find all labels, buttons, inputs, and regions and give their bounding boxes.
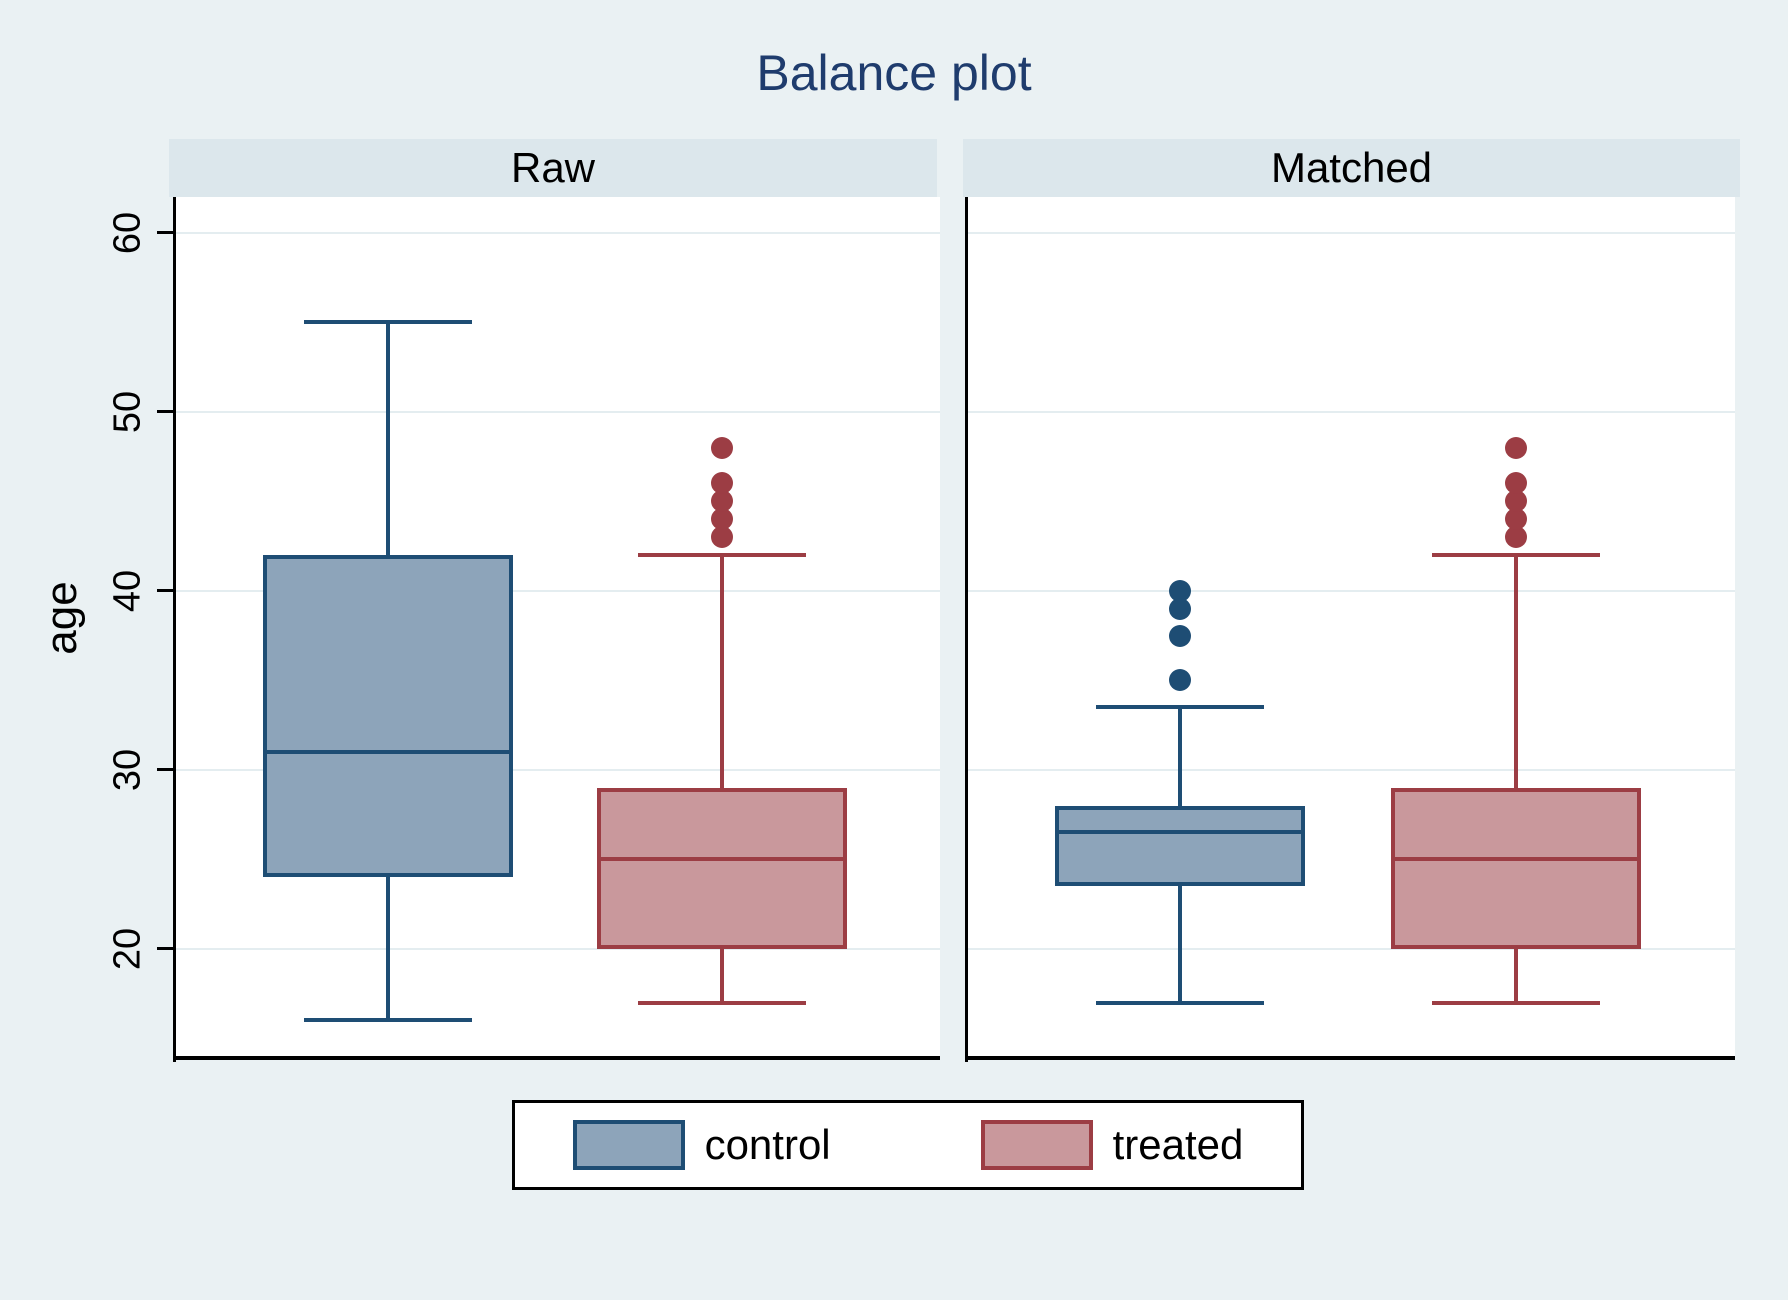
y-tick-mark	[157, 947, 176, 951]
y-tick-label: 30	[106, 748, 149, 791]
matched-treated-box	[1391, 787, 1642, 949]
matched-treated-median-line	[1395, 857, 1638, 862]
raw-control-whisker-upper	[385, 322, 390, 555]
raw-treated-median-line	[601, 857, 844, 862]
matched-control-outlier-dot	[1169, 579, 1192, 602]
panel-header-matched-label: Matched	[1270, 144, 1433, 191]
y-tick-label: 50	[106, 390, 149, 433]
y-tick-label: 20	[106, 927, 149, 970]
raw-control-box	[262, 555, 513, 878]
matched-treated-outlier-dot	[1505, 436, 1528, 459]
y-tick-mark	[157, 410, 176, 414]
raw-treated-outlier-dot	[711, 508, 734, 531]
raw-treated-whisker-lower	[720, 948, 725, 1003]
gridline	[176, 768, 940, 771]
plot-area-matched	[968, 197, 1735, 1058]
y-tick-label: 40	[106, 569, 149, 612]
matched-treated-outlier-dot	[1505, 490, 1528, 513]
plot-area-raw	[176, 197, 940, 1058]
gridline	[968, 231, 1735, 234]
raw-treated-outlier-dot	[711, 472, 734, 495]
gridline	[176, 589, 940, 592]
chart-title: Balance plot	[756, 45, 1032, 101]
matched-control-outlier-dot	[1169, 624, 1192, 647]
y-tick-mark	[157, 589, 176, 593]
y-tick-mark	[157, 231, 176, 235]
legend-item-treated: treated	[980, 1120, 1244, 1170]
matched-control-whisker-lower	[1178, 886, 1183, 1003]
legend-swatch-treated	[980, 1120, 1093, 1170]
matched-treated-outlier-dot	[1505, 526, 1528, 549]
y-tick-mark	[157, 768, 176, 772]
gridline	[176, 231, 940, 234]
matched-treated-whisker-cap-top	[1432, 553, 1601, 557]
gridline	[176, 410, 940, 413]
matched-treated-whisker-cap-bottom	[1432, 1000, 1601, 1005]
raw-treated-whisker-cap-top	[638, 553, 807, 557]
raw-treated-outlier-dot	[711, 526, 734, 549]
panel-header-raw-label: Raw	[510, 144, 596, 191]
matched-treated-outlier-dot	[1505, 508, 1528, 531]
y-tick-label: 60	[106, 211, 149, 254]
matched-control-whisker-cap-top	[1096, 705, 1265, 710]
matched-control-whisker-cap-bottom	[1096, 1000, 1265, 1005]
gridline	[968, 410, 1735, 413]
matched-control-median-line	[1059, 830, 1302, 835]
legend-swatch-control	[572, 1120, 685, 1170]
matched-control-box	[1055, 805, 1306, 887]
raw-control-whisker-cap-top	[303, 320, 472, 325]
y-axis-line	[965, 197, 968, 1062]
x-axis-line	[173, 1056, 940, 1060]
panel-header-raw: Raw	[169, 139, 937, 197]
gridline	[968, 768, 1735, 771]
matched-control-outlier-dot	[1169, 669, 1192, 692]
matched-control-whisker-upper	[1178, 707, 1183, 806]
legend-label-treated: treated	[1112, 1121, 1244, 1168]
y-axis-line	[173, 197, 176, 1062]
matched-treated-whisker-lower	[1514, 948, 1519, 1003]
raw-control-whisker-lower	[385, 877, 390, 1021]
gridline	[968, 947, 1735, 950]
x-axis-line	[965, 1056, 1735, 1060]
matched-treated-whisker-upper	[1514, 555, 1519, 788]
legend-label-control: control	[704, 1121, 831, 1168]
matched-control-outlier-dot	[1169, 597, 1192, 620]
raw-treated-box	[597, 787, 848, 949]
gridline	[176, 947, 940, 950]
gridline	[968, 589, 1735, 592]
panel-header-matched: Matched	[963, 139, 1740, 197]
y-axis-title: age	[37, 581, 86, 655]
raw-treated-outlier-dot	[711, 490, 734, 513]
raw-control-median-line	[266, 749, 509, 754]
matched-treated-outlier-dot	[1505, 472, 1528, 495]
raw-treated-whisker-cap-bottom	[638, 1000, 807, 1005]
raw-treated-whisker-upper	[720, 555, 725, 788]
legend: control treated	[512, 1100, 1304, 1190]
legend-item-control: control	[572, 1120, 831, 1170]
raw-control-whisker-cap-bottom	[303, 1018, 472, 1023]
raw-treated-outlier-dot	[711, 436, 734, 459]
